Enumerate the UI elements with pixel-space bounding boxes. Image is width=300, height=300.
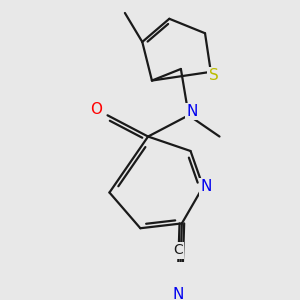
Text: O: O [90,102,102,117]
Text: N: N [200,179,212,194]
Text: N: N [172,287,184,300]
Text: C: C [173,243,183,257]
Text: S: S [209,68,219,83]
Text: N: N [187,104,198,119]
